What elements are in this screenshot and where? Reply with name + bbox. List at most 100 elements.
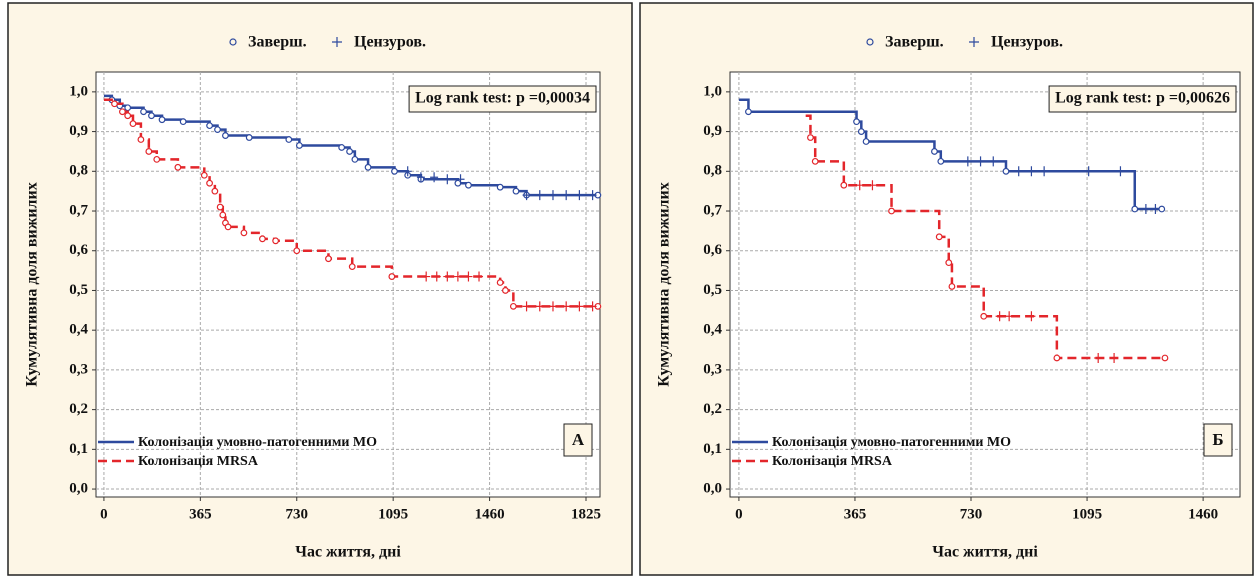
event-marker — [931, 148, 938, 155]
y-tick-label: 0,7 — [69, 202, 88, 218]
annotation-box — [1048, 85, 1237, 113]
event-marker — [840, 181, 848, 189]
event-marker — [285, 136, 293, 143]
x-tick-label: 1460 — [1188, 506, 1218, 522]
event-marker — [807, 134, 814, 141]
censor-marker — [1094, 352, 1103, 363]
censor-marker — [588, 301, 597, 312]
censor-marker — [562, 190, 571, 201]
y-tick-label: 0,5 — [69, 282, 88, 298]
legend-label: Цензуров. — [354, 34, 426, 51]
event-marker — [124, 112, 132, 120]
censor-marker — [575, 190, 584, 201]
y-tick-label: 0,7 — [703, 202, 722, 218]
y-tick-label: 1,0 — [69, 83, 88, 99]
censor-marker — [868, 180, 877, 191]
y-axis-label: Кумулятивна доля вижилих — [656, 182, 673, 386]
censor-marker — [1110, 352, 1119, 363]
event-marker — [1131, 205, 1139, 213]
censor-marker — [575, 301, 584, 312]
legend-label: Колонізація умовно-патогенними МО — [138, 435, 377, 450]
event-marker — [351, 155, 359, 163]
y-tick-label: 0,1 — [69, 441, 88, 457]
censor-marker — [443, 271, 452, 282]
legend-label: Колонізація MRSA — [772, 454, 893, 469]
x-tick-label: 0 — [735, 506, 743, 522]
event-marker — [119, 108, 126, 116]
censor-marker — [995, 311, 1004, 322]
event-marker — [348, 263, 356, 271]
event-marker — [391, 167, 398, 175]
event-marker — [111, 100, 118, 108]
y-tick-label: 0,6 — [703, 242, 722, 258]
censor-marker — [1027, 311, 1036, 322]
censor-marker — [443, 174, 452, 185]
event-marker — [888, 207, 895, 215]
event-marker — [211, 187, 219, 195]
event-marker — [216, 203, 224, 211]
y-tick-label: 0,0 — [69, 480, 88, 496]
censor-marker — [1084, 166, 1093, 177]
event-marker — [980, 312, 988, 320]
event-marker — [853, 118, 860, 126]
event-marker — [862, 138, 870, 145]
event-marker — [1002, 167, 1010, 175]
event-marker — [140, 108, 147, 116]
event-marker — [153, 155, 161, 163]
y-tick-label: 0,1 — [703, 441, 722, 457]
legend-label: Заверш. — [885, 34, 944, 51]
event-marker — [293, 247, 301, 255]
event-marker — [129, 120, 137, 128]
y-tick-label: 0,3 — [703, 361, 722, 377]
censor-marker — [522, 190, 531, 201]
event-marker — [219, 211, 227, 219]
event-marker — [245, 134, 253, 141]
event-marker — [509, 302, 517, 310]
event-marker — [745, 108, 752, 116]
event-marker — [206, 179, 213, 187]
legend-label: Заверш. — [248, 34, 307, 51]
censor-marker — [535, 190, 544, 201]
annotation-box — [408, 85, 597, 113]
x-tick-label: 1095 — [378, 506, 408, 522]
plot-area — [95, 71, 601, 498]
event-marker — [158, 116, 166, 124]
event-marker — [496, 183, 504, 191]
event-marker — [1161, 354, 1169, 362]
censor-marker — [416, 172, 425, 183]
event-marker — [272, 237, 280, 245]
y-tick-label: 0,9 — [703, 123, 722, 139]
x-axis-label: Час життя, дні — [295, 544, 401, 561]
x-tick-label: 365 — [189, 506, 212, 522]
censor-marker — [1141, 204, 1150, 215]
event-marker — [1158, 205, 1166, 213]
y-tick-label: 0,3 — [69, 361, 88, 377]
survival-line — [805, 114, 1165, 360]
panel-label-box — [563, 423, 593, 457]
event-marker — [145, 148, 153, 155]
event-marker — [945, 259, 953, 267]
x-tick-label: 1460 — [475, 506, 505, 522]
event-marker — [935, 233, 943, 241]
event-marker — [224, 223, 232, 231]
censor-marker — [963, 156, 972, 167]
event-marker — [388, 273, 396, 280]
event-marker — [148, 112, 155, 120]
y-tick-label: 0,9 — [69, 123, 88, 139]
censor-marker — [456, 174, 465, 185]
censor-marker — [548, 190, 557, 201]
censor-marker — [522, 301, 531, 312]
censor-marker — [403, 166, 412, 177]
censor-marker — [430, 172, 439, 183]
legend-label: Цензуров. — [991, 34, 1063, 51]
y-tick-label: 1,0 — [703, 83, 722, 99]
censor-marker — [535, 301, 544, 312]
event-marker — [338, 144, 346, 151]
event-marker — [502, 287, 509, 294]
censor-marker — [1116, 166, 1125, 177]
event-marker — [512, 187, 520, 195]
x-tick-label: 1825 — [571, 506, 601, 522]
y-tick-label: 0,6 — [69, 242, 88, 258]
censor-marker — [1027, 166, 1036, 177]
